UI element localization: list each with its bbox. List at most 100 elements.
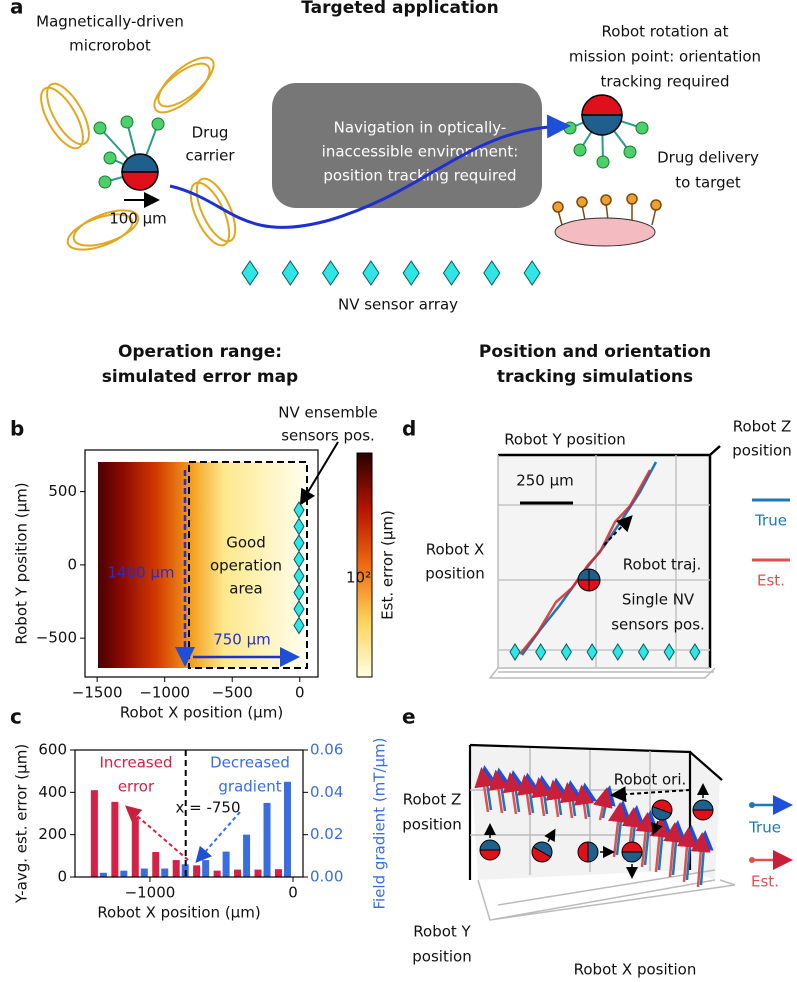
y-tick-label: 200 [38,825,67,843]
x-axis-label: Robot X position (μm) [120,704,283,722]
bar [234,869,242,877]
y2-tick-label: 0.06 [310,741,343,759]
sensor [637,643,650,661]
bar [131,816,139,877]
est-vector [474,767,495,813]
est-trajectory [519,469,652,655]
axis-label: position [412,948,471,966]
legend-label: Est. [751,873,779,891]
robot [577,841,615,863]
robot-bottom [692,809,714,821]
robot [121,94,623,191]
annotation: Good [226,534,266,552]
est-vector [517,774,537,816]
robot-arrow [544,828,556,843]
y2-tick-label: 0.04 [310,783,343,801]
est-vector [663,822,684,878]
panel-c: c x = -750 Increased error Decreased gradient… [10,705,389,922]
sensor [483,260,501,286]
direction-arrow [603,515,633,546]
y2-axis-label: Field gradient (mT/μm) [371,737,389,909]
panel-title: Targeted application [301,0,498,18]
sensor [523,260,541,286]
sensor-array [509,643,701,661]
axis-label: Robot X [426,541,485,559]
sensor [509,643,521,661]
series-label: error [118,778,155,796]
label: 100 μm [109,210,167,228]
sensor [663,643,675,661]
x-tick-label: −1000 [125,884,176,902]
robot-top [532,841,553,858]
robot [479,823,501,861]
axis-label: Robot X position [574,961,697,979]
robot-top [692,799,714,811]
robot-bottom [651,799,673,815]
annotation: operation [210,557,282,575]
est-vector [502,772,523,815]
bar [152,852,160,877]
drug-molecules [93,115,649,189]
label: tracking required [601,73,730,91]
robots [479,783,714,879]
panel-letter: c [10,705,22,729]
bar [140,868,148,877]
label: Navigation in optically- [334,119,507,137]
bar [263,802,271,877]
trajectory [169,114,571,229]
est-vector [531,777,552,817]
robot-bottom [577,841,589,863]
label: Robot traj. [623,556,701,574]
annotation: 1400 μm [107,564,174,582]
panel-letter: b [10,417,24,441]
est-vector [559,782,580,819]
legend-label: True [754,512,787,530]
x-axis-label: Robot X position (μm) [97,904,260,922]
sensor [321,260,340,286]
robot [692,783,714,821]
est-vector [488,769,509,814]
est-vector [545,779,566,818]
sensor [560,643,572,661]
panel-letter: d [402,417,416,441]
sensor [293,616,305,635]
label: Drug [192,124,229,142]
robot-top [587,841,599,863]
label: microrobot [69,37,151,55]
heading: tracking simulations [497,367,693,387]
robot-top [479,839,501,851]
orientation-vectors [474,765,714,888]
annotation: NV ensemble [278,404,378,422]
robot [577,568,601,592]
bar [283,781,291,877]
est-vector [676,827,697,883]
target [554,217,656,247]
axis-label: Robot Y position [504,431,626,449]
annotation-arrow [299,441,339,506]
est-vector [574,784,594,820]
legend-swatch [749,802,755,808]
axis-label: Robot Z [403,791,462,809]
target-receptors [552,193,662,226]
robot-top [621,851,643,863]
sensor-array [241,260,541,286]
robot [651,799,673,836]
bar [193,865,201,877]
robot-bottom [479,849,501,861]
direction-arrow [610,786,691,803]
y-axis-label: Robot Y position (μm) [13,482,31,644]
label: sensors pos. [611,616,705,634]
x-tick-label: −1500 [72,684,123,702]
axis-label: position [425,565,484,583]
x-tick-label: −500 [212,684,253,702]
bar [222,851,230,877]
label: carrier [185,147,235,165]
bar [111,801,119,877]
x-tick-label: −1000 [139,684,190,702]
series-label: gradient [218,778,281,796]
sensor [281,260,299,286]
y2-tick-label: 0.02 [310,825,343,843]
robot [621,841,643,879]
threshold-label: x = -750 [175,799,240,817]
